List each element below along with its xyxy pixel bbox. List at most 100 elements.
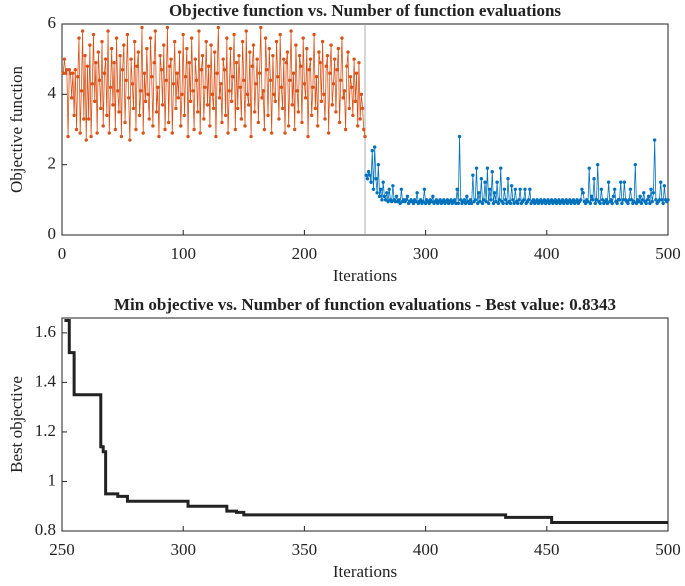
point [560, 198, 565, 202]
point [580, 187, 584, 191]
point [202, 117, 206, 121]
point [183, 75, 188, 79]
x-tick-label: 300 [413, 244, 439, 263]
point [349, 85, 354, 90]
point [102, 71, 107, 75]
point [285, 50, 290, 54]
point [176, 96, 181, 100]
point [335, 68, 339, 72]
point [125, 32, 130, 37]
point [303, 96, 308, 100]
point [165, 25, 170, 30]
y-tick-label: 1 [48, 470, 57, 489]
point [648, 201, 652, 206]
point [642, 191, 646, 195]
point [644, 201, 648, 206]
point [491, 201, 496, 206]
point [164, 78, 168, 82]
point [277, 117, 281, 121]
point [174, 106, 178, 111]
point [449, 198, 453, 202]
point [583, 201, 588, 206]
point [330, 103, 334, 107]
point [393, 199, 397, 204]
point [379, 187, 383, 191]
point [231, 75, 235, 79]
point [376, 162, 381, 167]
y-tick-label: 2 [48, 154, 57, 173]
point [251, 43, 256, 47]
point [360, 106, 365, 111]
point [468, 198, 473, 202]
point [478, 199, 482, 204]
point [250, 64, 254, 68]
point [223, 113, 228, 118]
point [158, 53, 162, 58]
point [660, 198, 664, 202]
point [245, 92, 250, 97]
point [154, 110, 159, 114]
point [592, 177, 596, 181]
point [227, 89, 231, 93]
point [617, 198, 622, 202]
point [146, 92, 150, 97]
point [422, 187, 427, 191]
point [267, 46, 271, 51]
point [196, 110, 200, 114]
point [331, 82, 336, 86]
point [97, 78, 102, 82]
point [170, 131, 174, 135]
point [497, 198, 502, 202]
x-tick-label: 450 [534, 540, 560, 559]
point [484, 199, 488, 204]
point [372, 145, 377, 149]
x-axis-label: Iterations [333, 562, 397, 581]
point [242, 78, 246, 82]
point [289, 29, 293, 33]
point [145, 46, 149, 51]
point [526, 198, 531, 202]
point [107, 131, 111, 135]
point [488, 187, 492, 191]
point [370, 148, 374, 153]
point [141, 131, 145, 135]
point [371, 187, 376, 191]
point [589, 194, 594, 199]
point [359, 92, 364, 97]
point [666, 198, 670, 202]
point [147, 117, 151, 121]
point [203, 85, 207, 90]
point [193, 57, 198, 61]
point [124, 78, 128, 82]
point [531, 198, 536, 202]
point [334, 110, 338, 114]
point [546, 198, 550, 202]
point [148, 36, 153, 40]
point [322, 92, 326, 97]
point [228, 46, 233, 51]
x-tick-label: 0 [58, 244, 67, 263]
point [358, 117, 362, 121]
point [217, 96, 222, 100]
point [123, 120, 127, 125]
point [477, 191, 481, 195]
point [419, 198, 423, 202]
point [139, 89, 143, 93]
point [456, 201, 461, 206]
point [535, 198, 539, 202]
point [112, 60, 116, 65]
point [325, 53, 330, 58]
point [486, 201, 491, 206]
x-tick-label: 350 [292, 540, 318, 559]
point [354, 71, 359, 75]
point [248, 50, 252, 54]
point [213, 50, 217, 54]
point [654, 198, 658, 202]
point [612, 187, 617, 191]
point [142, 71, 147, 75]
point [386, 199, 390, 204]
point [605, 201, 610, 206]
point [480, 201, 485, 206]
point [362, 127, 366, 132]
point [528, 187, 532, 191]
